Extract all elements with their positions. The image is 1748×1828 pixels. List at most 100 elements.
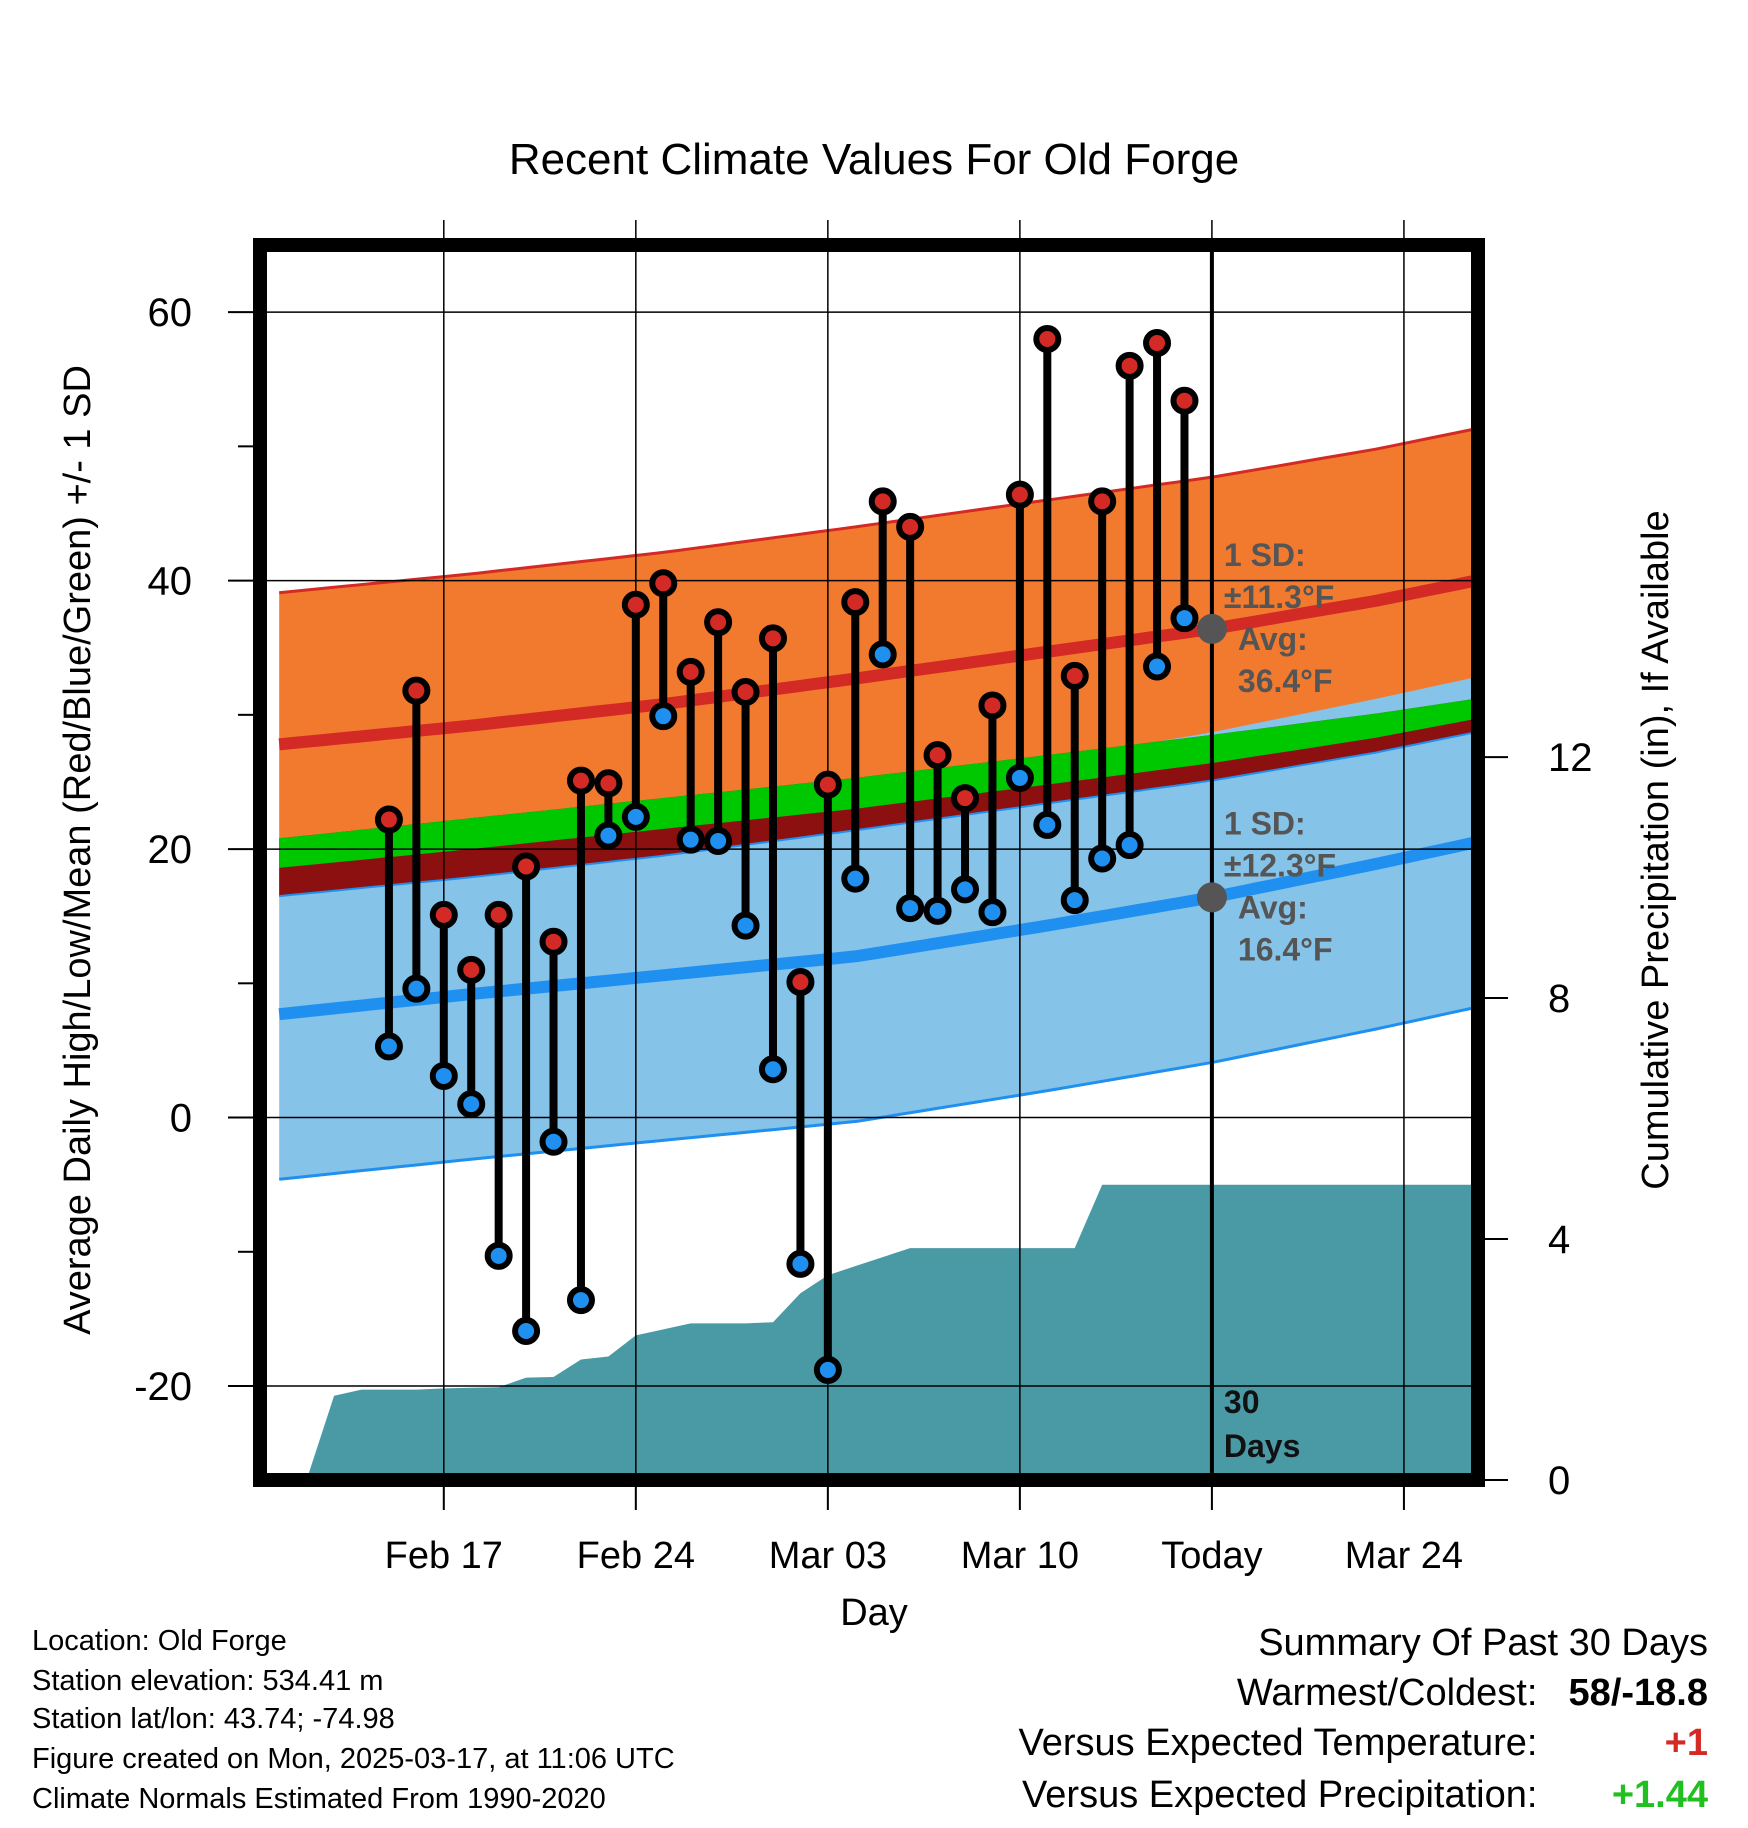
daily-low-marker: [539, 1127, 568, 1156]
daily-high-marker: [1033, 324, 1062, 353]
info-created: Figure created on Mon, 2025-03-17, at 11…: [32, 1743, 675, 1775]
daily-low-marker: [484, 1241, 513, 1270]
y-tick-label: 20: [148, 828, 193, 872]
x-tick-label: Mar 10: [961, 1535, 1079, 1577]
daily-high-marker: [786, 967, 815, 996]
daily-low-marker: [594, 821, 623, 850]
daily-high-marker: [374, 805, 403, 834]
x-tick-label: Mar 03: [769, 1535, 887, 1577]
daily-high-marker: [594, 769, 623, 798]
daily-low-marker: [676, 825, 705, 854]
y-tick-label: 60: [148, 291, 193, 335]
period-unit: Days: [1224, 1428, 1301, 1464]
daily-high-marker: [1115, 351, 1144, 380]
daily-high-marker: [1143, 328, 1172, 357]
x-tick-label: Feb 17: [385, 1535, 503, 1577]
daily-high-marker: [868, 487, 897, 516]
daily-low-marker: [896, 894, 925, 923]
info-latlon: Station lat/lon: 43.74; -74.98: [32, 1703, 395, 1735]
summary-warm-cold-label: Warmest/Coldest:: [1236, 1672, 1538, 1714]
summary-warm-cold-value: 58/-18.8: [1568, 1672, 1708, 1714]
daily-high-marker: [484, 900, 513, 929]
daily-high-marker: [923, 741, 952, 770]
y2-tick-label: 4: [1548, 1218, 1570, 1262]
high-avg-value: 36.4°F: [1238, 663, 1333, 699]
daily-low-marker: [813, 1355, 842, 1384]
daily-low-marker: [951, 875, 980, 904]
daily-low-marker: [841, 864, 870, 893]
summary-precip: Versus Expected Precipitation: +1.44: [1022, 1774, 1708, 1817]
y-tick-label: 40: [148, 560, 193, 604]
daily-low-marker: [1033, 810, 1062, 839]
daily-low-marker: [621, 802, 650, 831]
y2-tick-label: 12: [1548, 736, 1593, 780]
daily-low-marker: [731, 911, 760, 940]
daily-high-marker: [1088, 487, 1117, 516]
low-normal-line: [278, 836, 1477, 1021]
low-sd-value: ±12.3°F: [1224, 847, 1336, 883]
high-avg-label: Avg:: [1238, 621, 1308, 657]
summary-temp-value: +1: [1664, 1722, 1708, 1764]
high-sd-label: 1 SD:: [1224, 537, 1306, 573]
summary-precip-label: Versus Expected Precipitation:: [1022, 1774, 1538, 1816]
daily-high-marker: [1060, 661, 1089, 690]
daily-high-marker: [1170, 386, 1199, 415]
daily-low-marker: [704, 827, 733, 856]
y-tick-label: -20: [134, 1365, 192, 1409]
high-sd-lower-line: [279, 731, 1476, 898]
daily-high-marker: [978, 691, 1007, 720]
y2-tick-label: 0: [1548, 1459, 1570, 1503]
high-normal-line: [278, 574, 1477, 751]
daily-high-marker: [951, 784, 980, 813]
daily-low-marker: [978, 898, 1007, 927]
info-location: Location: Old Forge: [32, 1625, 287, 1657]
daily-high-marker: [704, 608, 733, 637]
daily-high-marker: [813, 770, 842, 799]
daily-low-marker: [374, 1032, 403, 1061]
low-avg-value: 16.4°F: [1238, 931, 1333, 967]
daily-low-marker: [923, 896, 952, 925]
summary-warm-cold: Warmest/Coldest: 58/-18.8: [1237, 1672, 1708, 1715]
y2-tick-label: 8: [1548, 977, 1570, 1021]
summary-temp: Versus Expected Temperature: +1: [1019, 1722, 1708, 1765]
plot-area: 1 SD: ±11.3°F Avg: 36.4°F 1 SD: ±12.3°F Avg: 16…: [134, 220, 1593, 1577]
daily-high-marker: [566, 766, 595, 795]
daily-low-marker: [1005, 763, 1034, 792]
daily-high-marker: [402, 676, 431, 705]
daily-low-marker: [1115, 831, 1144, 860]
info-elevation: Station elevation: 534.41 m: [32, 1665, 384, 1697]
daily-low-marker: [1170, 604, 1199, 633]
daily-low-marker: [512, 1316, 541, 1345]
precip-area: [292, 1184, 1476, 1480]
daily-high-marker: [457, 955, 486, 984]
x-tick-label: Mar 24: [1345, 1535, 1463, 1577]
chart-title: Recent Climate Values For Old Forge: [509, 135, 1239, 184]
info-normals: Climate Normals Estimated From 1990-2020: [32, 1783, 606, 1815]
high-sd-upper-line: [279, 427, 1476, 595]
plot-frame: [253, 238, 1485, 1487]
daily-low-marker: [1143, 652, 1172, 681]
low-avg-label: Avg:: [1238, 889, 1308, 925]
daily-high-marker: [896, 512, 925, 541]
y-axis-label: Average Daily High/Low/Mean (Red/Blue/Gr…: [57, 365, 99, 1335]
y-tick-label: 0: [170, 1097, 192, 1141]
summary-title: Summary Of Past 30 Days: [1258, 1622, 1708, 1664]
summary-temp-label: Versus Expected Temperature:: [1018, 1722, 1538, 1764]
y2-axis-label: Cumulative Precipitation (in), If Availa…: [1635, 510, 1677, 1189]
daily-low-marker: [566, 1286, 595, 1315]
daily-high-marker: [1005, 480, 1034, 509]
daily-low-marker: [786, 1249, 815, 1278]
daily-low-marker: [1060, 886, 1089, 915]
daily-high-marker: [539, 927, 568, 956]
period-number: 30: [1224, 1384, 1260, 1420]
daily-low-marker: [457, 1090, 486, 1119]
daily-low-marker: [429, 1061, 458, 1090]
daily-high-marker: [512, 852, 541, 881]
x-axis-label: Day: [840, 1592, 908, 1634]
daily-high-marker: [429, 900, 458, 929]
high-sd-value: ±11.3°F: [1224, 579, 1334, 615]
daily-high-marker: [649, 569, 678, 598]
daily-low-marker: [868, 640, 897, 669]
today-high-avg-dot: [1196, 613, 1227, 644]
